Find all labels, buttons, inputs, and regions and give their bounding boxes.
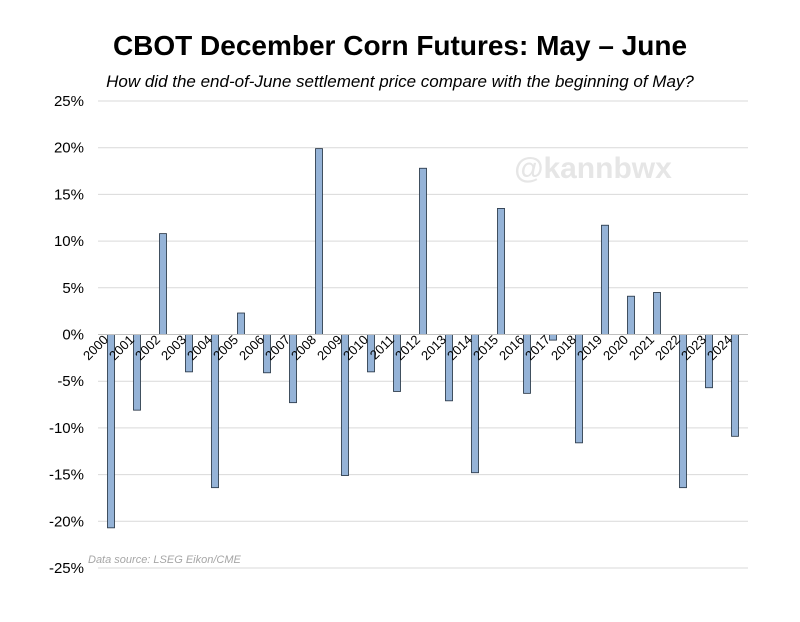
bar-2017: [549, 334, 557, 341]
y-tick-label: 5%: [62, 280, 84, 297]
bar-2005: [237, 312, 245, 335]
y-tick-label: 25%: [54, 93, 84, 110]
bar-2020: [627, 295, 635, 335]
bar-2019: [601, 224, 609, 335]
y-tick-label: -25%: [49, 560, 84, 577]
y-tick-label: -15%: [49, 467, 84, 484]
y-tick-label: 15%: [54, 186, 84, 203]
x-tick-label: 2016: [496, 332, 527, 363]
chart-subtitle: How did the end-of-June settlement price…: [106, 72, 694, 91]
y-tick-label: 20%: [54, 140, 84, 157]
y-tick-label: -20%: [49, 513, 84, 530]
x-tick-label: 2000: [80, 332, 111, 363]
y-tick-label: -5%: [57, 373, 84, 390]
y-tick-label: 0%: [62, 327, 84, 344]
x-tick-label: 2006: [236, 332, 267, 363]
bar-2012: [419, 167, 427, 335]
x-tick-label: 2013: [418, 332, 449, 363]
y-tick-label: 10%: [54, 233, 84, 250]
x-tick-label: 2003: [158, 332, 189, 363]
y-tick-label: -10%: [49, 420, 84, 437]
data-source-note: Data source: LSEG Eikon/CME: [88, 554, 242, 566]
watermark: @kannbwx: [514, 152, 672, 185]
x-tick-label: 2020: [600, 332, 631, 363]
bar-2021: [653, 292, 661, 335]
bar-2015: [497, 208, 505, 335]
bar-2000: [107, 334, 115, 529]
y-axis-tick-labels: 25% 20% 15% 10% 5% 0% -5% -10% -15% -20% -25%: [49, 93, 84, 577]
bar-2002: [159, 233, 167, 335]
bar-2008: [315, 148, 323, 335]
x-tick-label: 2009: [314, 332, 345, 363]
chart-title: CBOT December Corn Futures: May – June: [112, 30, 688, 61]
x-tick-label: 2022: [652, 332, 683, 363]
x-axis-tick-labels: 2000200120022003200420052006200720082009…: [80, 332, 735, 363]
x-tick-label: 2021: [626, 332, 657, 363]
bars: [107, 148, 739, 529]
bar-2024: [731, 334, 739, 437]
